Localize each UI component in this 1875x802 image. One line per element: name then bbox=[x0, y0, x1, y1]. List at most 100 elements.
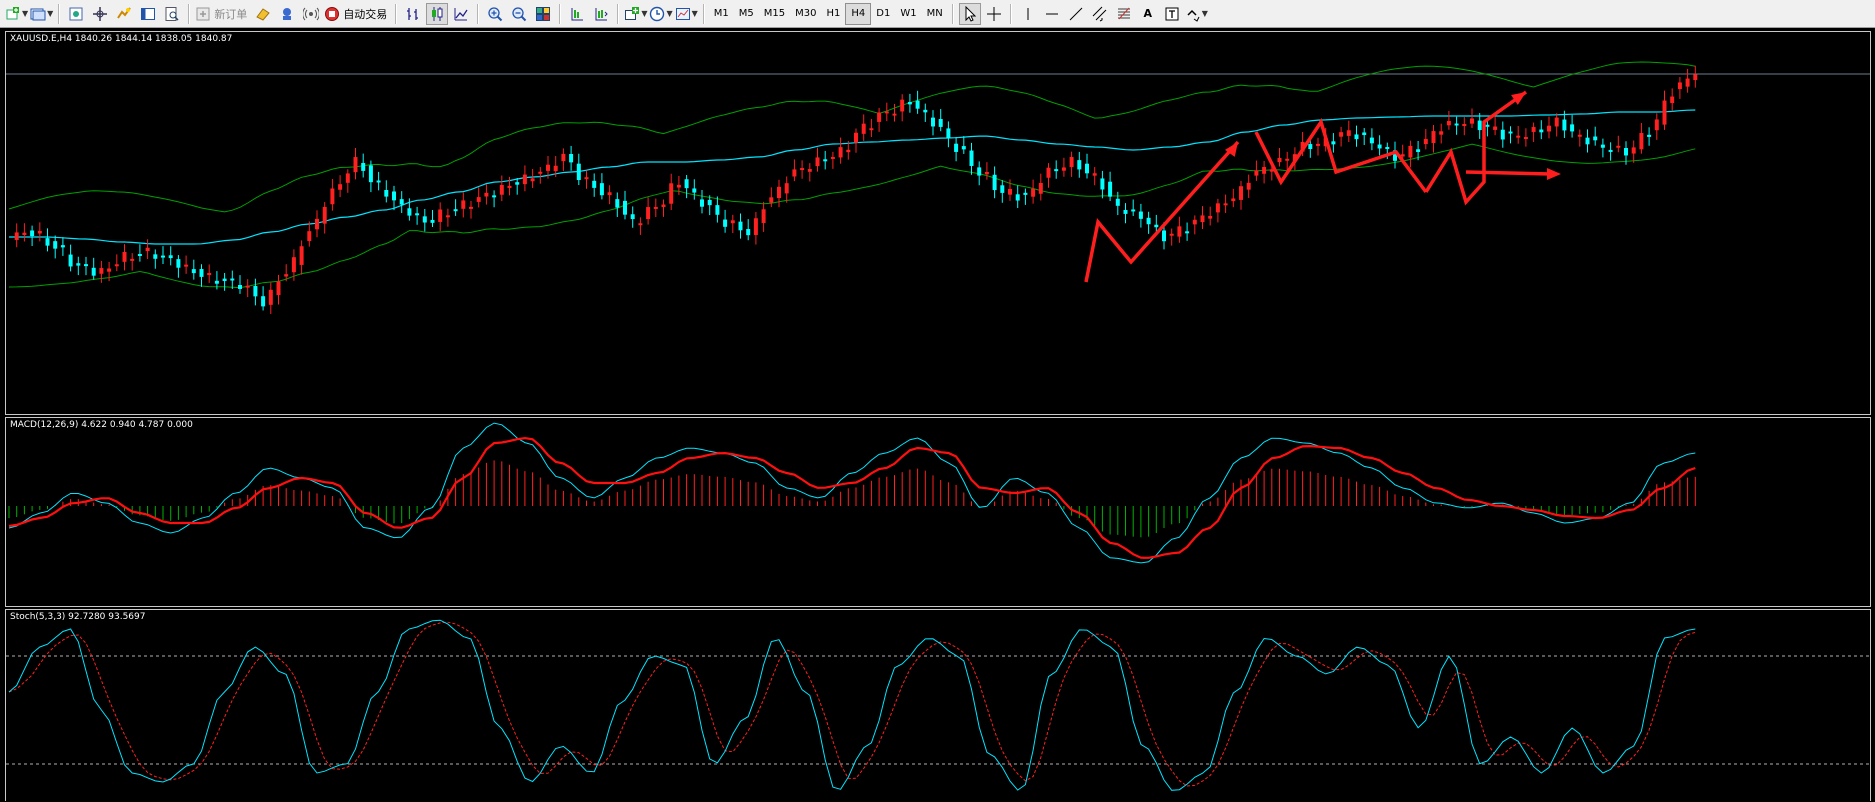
candle-body bbox=[137, 253, 142, 256]
candle-body bbox=[1246, 182, 1251, 190]
candle-body bbox=[161, 255, 165, 258]
candle-body bbox=[1562, 119, 1567, 131]
candle-body bbox=[730, 220, 735, 224]
new-chart-button[interactable]: ▼ bbox=[5, 3, 28, 25]
timeframe-m30[interactable]: M30 bbox=[795, 8, 817, 19]
candle-body bbox=[1092, 173, 1097, 176]
macd-panel[interactable]: MACD(12,26,9) 4.622 0.940 4.787 0.000 bbox=[5, 417, 1871, 607]
candle-body bbox=[1539, 129, 1544, 133]
candle-body bbox=[646, 207, 651, 220]
strategy-tester-button[interactable] bbox=[161, 3, 183, 25]
tile-windows-button[interactable] bbox=[532, 3, 554, 25]
template-icon bbox=[675, 7, 690, 20]
candle-body bbox=[199, 269, 204, 277]
candle-body bbox=[877, 112, 882, 122]
chart-shift-button[interactable] bbox=[566, 3, 588, 25]
arrow-head bbox=[1224, 142, 1238, 157]
channel-button[interactable] bbox=[1089, 3, 1111, 25]
text-tool-button[interactable]: A bbox=[1137, 3, 1159, 25]
help-button[interactable] bbox=[276, 3, 298, 25]
timeframe-m5[interactable]: M5 bbox=[738, 8, 754, 19]
timeframe-h4[interactable]: H4 bbox=[845, 2, 872, 25]
price-chart-canvas bbox=[6, 61, 1870, 314]
bar-chart-button[interactable] bbox=[402, 3, 424, 25]
candle-body bbox=[869, 128, 874, 131]
candle-body bbox=[1508, 131, 1513, 134]
data-window-button[interactable] bbox=[89, 3, 111, 25]
candle-body bbox=[638, 223, 643, 226]
profiles-button[interactable]: ▼ bbox=[30, 3, 53, 25]
trendline-button[interactable] bbox=[1065, 3, 1087, 25]
zoom-in-button[interactable] bbox=[484, 3, 506, 25]
templates-button[interactable]: ▼ bbox=[675, 3, 698, 25]
candle-body bbox=[268, 289, 273, 305]
timeframe-m15[interactable]: M15 bbox=[763, 8, 786, 19]
crosshair-button[interactable] bbox=[983, 3, 1005, 25]
market-watch-button[interactable] bbox=[65, 3, 87, 25]
timeframe-mn[interactable]: MN bbox=[926, 8, 943, 19]
timeframe-w1[interactable]: W1 bbox=[900, 8, 917, 19]
candle-body bbox=[684, 179, 689, 189]
horizontal-line-icon bbox=[1045, 13, 1058, 14]
candle-body bbox=[592, 180, 597, 188]
cursor-button[interactable] bbox=[958, 2, 981, 25]
candle-body bbox=[1154, 224, 1159, 228]
zoom-out-button[interactable] bbox=[508, 3, 530, 25]
candle-body bbox=[599, 183, 604, 196]
timeframe-d1[interactable]: D1 bbox=[876, 8, 891, 19]
candle-body bbox=[107, 268, 112, 272]
periods-button[interactable]: ▼ bbox=[649, 3, 673, 25]
fibonacci-button[interactable] bbox=[1113, 3, 1135, 25]
autotrade-button[interactable]: 自动交易 bbox=[324, 3, 390, 25]
candle-body bbox=[1377, 144, 1382, 149]
chevron-down-icon: ▼ bbox=[666, 9, 673, 18]
candle-body bbox=[1046, 167, 1051, 178]
candle-body bbox=[261, 296, 266, 307]
candle-body bbox=[1485, 124, 1490, 127]
candle-body bbox=[946, 128, 951, 139]
arrows-button[interactable]: ▼ bbox=[1185, 3, 1208, 25]
candle-body bbox=[692, 188, 697, 193]
candle-body bbox=[961, 146, 966, 150]
candle-body bbox=[1115, 198, 1120, 206]
candle-body bbox=[1000, 185, 1005, 193]
equidistant-channel-icon bbox=[1092, 6, 1107, 21]
toolbar-separator bbox=[951, 3, 954, 24]
candle-body bbox=[1031, 188, 1036, 197]
navigator-button[interactable] bbox=[113, 3, 135, 25]
candle-body bbox=[91, 267, 96, 276]
candle-body bbox=[1054, 169, 1059, 172]
candlestick-button[interactable] bbox=[426, 2, 449, 25]
horizontal-line-button[interactable] bbox=[1041, 3, 1063, 25]
timeframe-h1[interactable]: H1 bbox=[826, 8, 841, 19]
signals-button[interactable] bbox=[300, 3, 322, 25]
timeframe-m1[interactable]: M1 bbox=[713, 8, 729, 19]
candle-body bbox=[538, 171, 543, 174]
terminal-icon bbox=[141, 7, 156, 20]
text-label-button[interactable] bbox=[1161, 3, 1183, 25]
autoscroll-button[interactable] bbox=[590, 3, 612, 25]
candle-body bbox=[1108, 181, 1113, 197]
stochastic-panel[interactable]: Stoch(5,3,3) 92.7280 93.5697 bbox=[5, 609, 1871, 801]
candle-body bbox=[1639, 133, 1644, 150]
candle-body bbox=[1685, 78, 1690, 87]
add-indicator-icon bbox=[625, 6, 640, 20]
candle-body bbox=[569, 154, 574, 163]
candle-body bbox=[315, 218, 319, 230]
candle-body bbox=[984, 172, 989, 175]
vertical-line-button[interactable] bbox=[1017, 3, 1039, 25]
candle-body bbox=[1038, 182, 1043, 194]
metaeditor-icon bbox=[256, 7, 271, 21]
indicators-button[interactable]: ▼ bbox=[624, 3, 647, 25]
candle-body bbox=[846, 149, 851, 153]
line-chart-button[interactable] bbox=[450, 3, 472, 25]
metaeditor-button[interactable] bbox=[252, 3, 274, 25]
candle-body bbox=[222, 278, 227, 282]
candle-body bbox=[931, 117, 935, 127]
chart-shift-icon bbox=[571, 7, 584, 20]
price-chart-panel[interactable]: XAUUSD.E,H4 1840.26 1844.14 1838.05 1840… bbox=[5, 31, 1871, 415]
terminal-button[interactable] bbox=[137, 3, 159, 25]
candle-body bbox=[1439, 131, 1444, 135]
candle-body bbox=[184, 264, 189, 267]
new-order-button[interactable]: 新订单 bbox=[195, 3, 250, 25]
